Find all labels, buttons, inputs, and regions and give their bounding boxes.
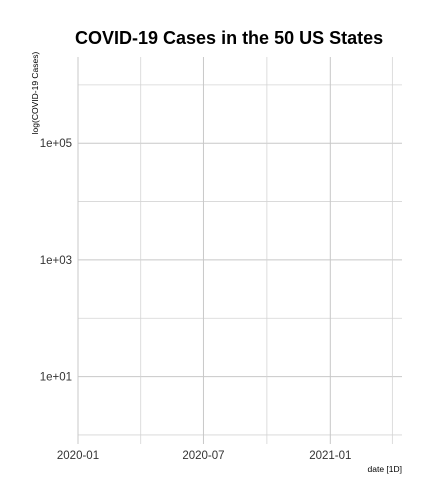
y-axis-title: log(COVID-19 Cases) — [30, 52, 40, 135]
y-tick-label: 1e+01 — [40, 372, 72, 384]
y-tick-label: 1e+05 — [40, 138, 72, 150]
x-axis-title: date [1D] — [368, 464, 403, 474]
x-tick-label: 2020-01 — [57, 450, 99, 462]
y-tick-label: 1e+03 — [40, 255, 72, 267]
chart-title: COVID-19 Cases in the 50 US States — [75, 28, 383, 48]
x-tick-label: 2020-07 — [182, 450, 224, 462]
grid — [77, 57, 402, 444]
x-tick-label: 2021-01 — [309, 450, 351, 462]
y-axis-ticks: 1e+01 1e+03 1e+05 — [40, 138, 72, 383]
x-axis-ticks: 2020-01 2020-07 2021-01 — [57, 450, 352, 462]
